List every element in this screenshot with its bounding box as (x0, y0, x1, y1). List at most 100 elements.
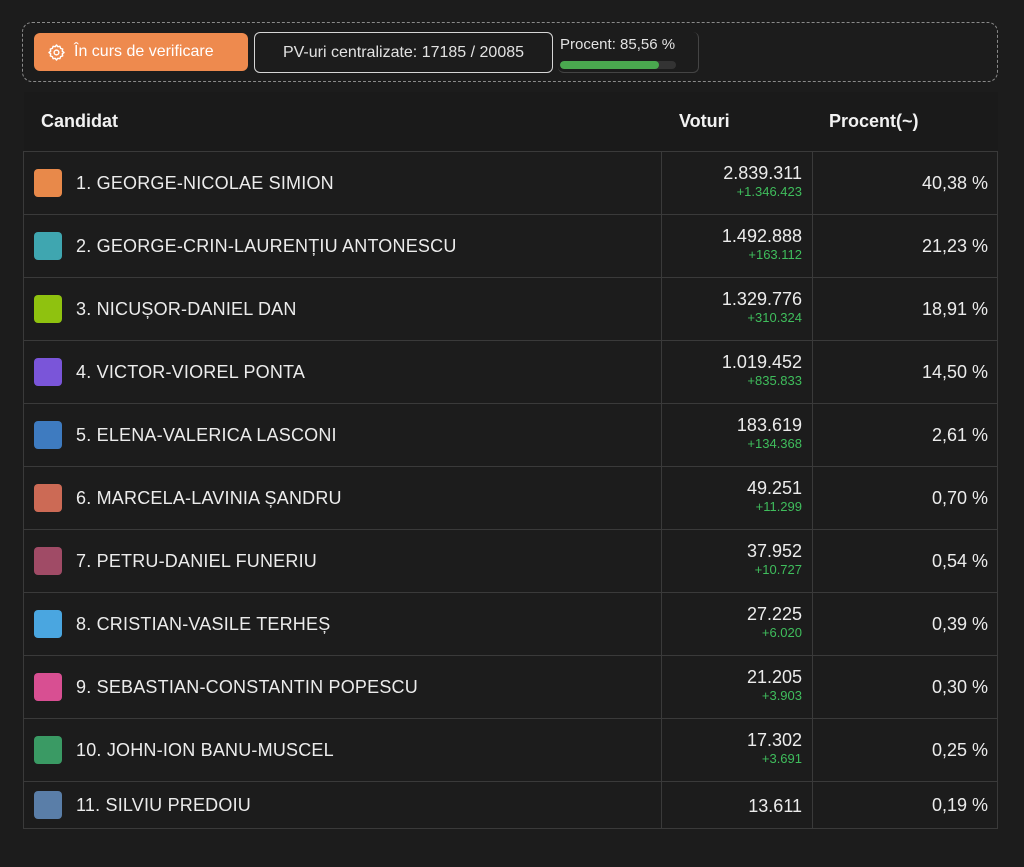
results-table-header: Candidat Voturi Procent(~) (24, 92, 998, 151)
gear-icon (48, 43, 65, 61)
vote-percent: 0,19 % (931, 794, 988, 815)
table-row: 5. ELENA-VALERICA LASCONI 183.619 +134.368… (24, 404, 997, 467)
votes-cell: 27.225 +6.020 (662, 593, 813, 655)
candidate-name: 9. SEBASTIAN-CONSTANTIN POPESCU (76, 676, 418, 697)
votes-delta: +3.903 (761, 688, 802, 703)
table-row: 2. GEORGE-CRIN-LAURENȚIU ANTONESCU 1.492.… (24, 215, 997, 278)
table-row: 8. CRISTIAN-VASILE TERHEȘ 27.225 +6.020 0,3… (24, 593, 997, 656)
candidate-name: 5. ELENA-VALERICA LASCONI (76, 424, 337, 445)
votes-cell: 49.251 +11.299 (662, 467, 813, 529)
counting-progress-track (560, 61, 676, 69)
votes-total: 37.952 (746, 541, 802, 561)
pv-centralized-count: PV-uri centralizate: 17185 / 20085 (254, 32, 553, 73)
candidate-color-swatch (34, 421, 62, 449)
votes-total: 13.611 (748, 796, 802, 816)
vote-percent: 0,30 % (931, 676, 988, 697)
candidate-color-swatch (34, 547, 62, 575)
candidate-name: 3. NICUȘOR-DANIEL DAN (76, 298, 297, 319)
candidate-cell: 3. NICUȘOR-DANIEL DAN (24, 278, 662, 340)
percent-cell: 0,39 % (813, 593, 998, 655)
candidate-cell: 1. GEORGE-NICOLAE SIMION (24, 152, 662, 214)
candidate-color-swatch (34, 673, 62, 701)
candidate-name: 7. PETRU-DANIEL FUNERIU (76, 550, 317, 571)
percent-cell: 14,50 % (813, 341, 998, 403)
votes-total: 2.839.311 (723, 163, 802, 183)
header-candidate: Candidat (41, 111, 119, 131)
votes-total: 21.205 (746, 667, 802, 687)
table-row: 3. NICUȘOR-DANIEL DAN 1.329.776 +310.324 18… (24, 278, 997, 341)
verification-status-button[interactable]: În curs de verificare (34, 33, 248, 71)
votes-delta: +1.346.423 (736, 184, 802, 199)
votes-total: 1.492.888 (721, 226, 802, 246)
votes-cell: 21.205 +3.903 (662, 656, 813, 718)
table-row: 11. SILVIU PREDOIU 13.611 0,19 % (24, 782, 997, 828)
candidate-name: 10. JOHN-ION BANU-MUSCEL (76, 739, 334, 760)
table-row: 6. MARCELA-LAVINIA ȘANDRU 49.251 +11.299 0,… (24, 467, 997, 530)
candidate-cell: 10. JOHN-ION BANU-MUSCEL (24, 719, 662, 781)
candidate-color-swatch (34, 484, 62, 512)
percent-cell: 0,70 % (813, 467, 998, 529)
verification-status-label: În curs de verificare (74, 43, 214, 60)
votes-cell: 37.952 +10.727 (662, 530, 813, 592)
header-percent: Procent(~) (829, 111, 919, 131)
votes-delta: +134.368 (747, 436, 802, 451)
votes-total: 17.302 (746, 730, 802, 750)
percent-cell: 0,19 % (813, 782, 998, 828)
counting-progress-fill (560, 61, 660, 69)
percent-cell: 0,25 % (813, 719, 998, 781)
votes-delta: +3.691 (761, 751, 802, 766)
votes-total: 1.329.776 (721, 289, 802, 309)
candidate-name: 6. MARCELA-LAVINIA ȘANDRU (76, 487, 342, 508)
percent-cell: 0,30 % (813, 656, 998, 718)
table-row: 4. VICTOR-VIOREL PONTA 1.019.452 +835.833 1… (24, 341, 997, 404)
candidate-cell: 5. ELENA-VALERICA LASCONI (24, 404, 662, 466)
candidate-color-swatch (34, 610, 62, 638)
table-row: 7. PETRU-DANIEL FUNERIU 37.952 +10.727 0,54… (24, 530, 997, 593)
header-votes: Voturi (679, 111, 730, 131)
candidate-cell: 4. VICTOR-VIOREL PONTA (24, 341, 662, 403)
pv-centralized-label: PV-uri centralizate: 17185 / 20085 (282, 43, 525, 61)
percent-cell: 40,38 % (813, 152, 998, 214)
candidate-name: 4. VICTOR-VIOREL PONTA (76, 361, 306, 382)
votes-cell: 1.492.888 +163.112 (662, 215, 813, 277)
percent-cell: 21,23 % (813, 215, 998, 277)
votes-cell: 13.611 (662, 782, 813, 828)
candidate-name: 2. GEORGE-CRIN-LAURENȚIU ANTONESCU (76, 235, 457, 256)
votes-delta: +10.727 (754, 562, 802, 577)
candidate-color-swatch (34, 169, 62, 197)
percent-cell: 0,54 % (813, 530, 998, 592)
votes-cell: 183.619 +134.368 (662, 404, 813, 466)
candidate-color-swatch (34, 791, 62, 819)
results-table: 1. GEORGE-NICOLAE SIMION 2.839.311 +1.346.… (23, 151, 998, 829)
votes-delta: +11.299 (755, 499, 802, 514)
candidate-name: 1. GEORGE-NICOLAE SIMION (76, 172, 334, 193)
vote-percent: 0,25 % (931, 739, 988, 760)
votes-total: 27.225 (746, 604, 802, 624)
percent-cell: 2,61 % (813, 404, 998, 466)
candidate-cell: 6. MARCELA-LAVINIA ȘANDRU (24, 467, 662, 529)
vote-percent: 21,23 % (921, 235, 988, 256)
table-row: 1. GEORGE-NICOLAE SIMION 2.839.311 +1.346.… (24, 152, 997, 215)
votes-cell: 1.329.776 +310.324 (662, 278, 813, 340)
vote-percent: 2,61 % (931, 424, 988, 445)
votes-cell: 1.019.452 +835.833 (662, 341, 813, 403)
vote-percent: 18,91 % (921, 298, 988, 319)
vote-percent: 0,39 % (931, 613, 988, 634)
vote-percent: 40,38 % (921, 172, 988, 193)
candidate-cell: 2. GEORGE-CRIN-LAURENȚIU ANTONESCU (24, 215, 662, 277)
counting-progress: Procent: 85,56 % (558, 32, 699, 73)
candidate-name: 11. SILVIU PREDOIU (76, 794, 251, 815)
candidate-cell: 7. PETRU-DANIEL FUNERIU (24, 530, 662, 592)
votes-delta: +835.833 (747, 373, 802, 388)
counting-percent-label: Procent: 85,56 % (560, 36, 676, 53)
candidate-cell: 8. CRISTIAN-VASILE TERHEȘ (24, 593, 662, 655)
votes-delta: +310.324 (747, 310, 802, 325)
vote-percent: 0,54 % (931, 550, 988, 571)
candidate-cell: 9. SEBASTIAN-CONSTANTIN POPESCU (24, 656, 662, 718)
candidate-color-swatch (34, 232, 62, 260)
candidate-color-swatch (34, 358, 62, 386)
vote-percent: 0,70 % (931, 487, 988, 508)
votes-total: 183.619 (736, 415, 802, 435)
votes-total: 49.251 (746, 478, 802, 498)
votes-delta: +163.112 (748, 247, 802, 262)
